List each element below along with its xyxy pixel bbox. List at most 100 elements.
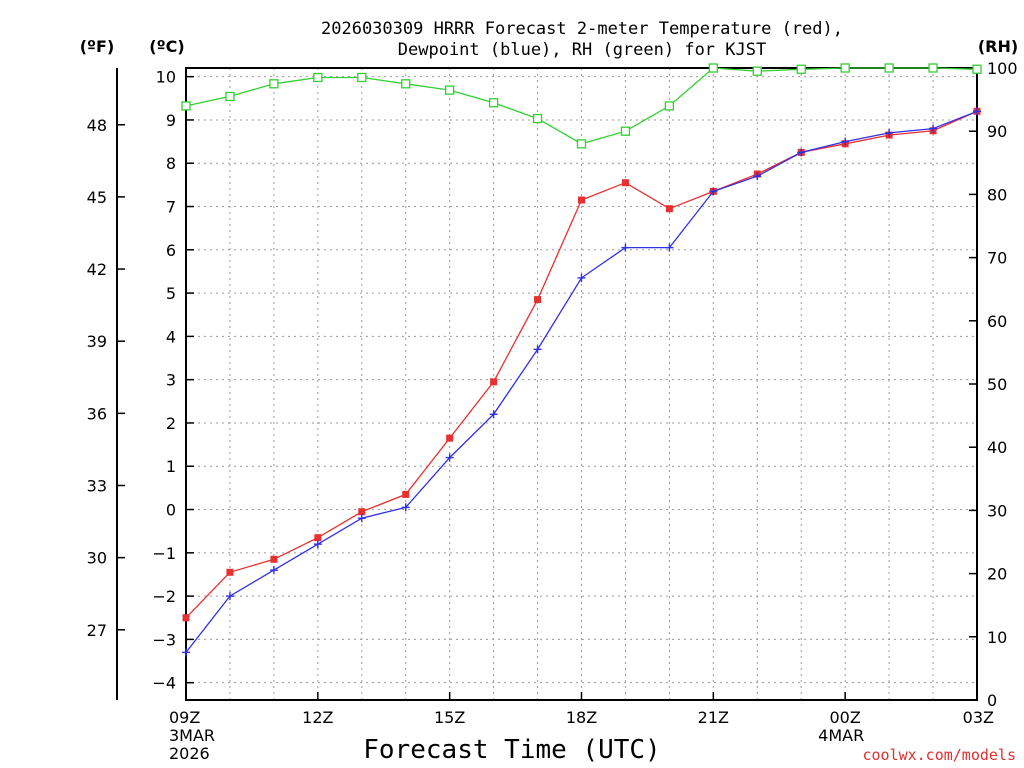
rh-tick-label: 0 (987, 691, 997, 710)
credit-text: coolwx.com/models (862, 746, 1016, 764)
celsius-tick-label: 5 (166, 284, 176, 303)
celsius-tick-label: 9 (166, 111, 176, 130)
dewpoint-point (445, 453, 454, 462)
dewpoint-point (753, 172, 762, 181)
fahrenheit-tick-label: 30 (87, 549, 107, 568)
celsius-tick-label: 1 (166, 457, 176, 476)
celsius-tick-label: 8 (166, 154, 176, 173)
dewpoint-point (489, 410, 498, 419)
rh-tick-label: 60 (987, 312, 1007, 331)
temperature-point (665, 205, 673, 213)
plot-frame (116, 67, 978, 701)
data-series (181, 63, 982, 657)
rh-tick-label: 40 (987, 438, 1007, 457)
x-tick-label: 21Z (698, 708, 729, 727)
x-tick-label: 18Z (566, 708, 597, 727)
series-line-0 (185, 110, 978, 619)
rh-point (445, 85, 455, 95)
temperature-point (446, 434, 454, 442)
temperature-point (402, 490, 410, 498)
rh-point (313, 72, 323, 83)
celsius-tick-label: 3 (166, 371, 176, 390)
dewpoint-point (621, 243, 630, 252)
rh-point (488, 98, 499, 108)
rh-point (796, 64, 806, 74)
rh-tick-label: 10 (987, 628, 1007, 647)
celsius-tick-label: 0 (166, 501, 176, 520)
dewpoint-point (401, 503, 410, 512)
fahrenheit-tick-label: 33 (87, 476, 107, 495)
celsius-tick-label: 4 (166, 327, 176, 346)
dewpoint-point (577, 273, 586, 282)
x-tick-label: 12Z (302, 708, 333, 727)
fahrenheit-tick-label: 27 (87, 621, 107, 640)
celsius-tick-label: −1 (152, 544, 176, 563)
fahrenheit-tick-label: 36 (87, 404, 107, 423)
dewpoint-point (269, 566, 278, 575)
dewpoint-point (885, 128, 894, 137)
dewpoint-point (709, 187, 718, 196)
fahrenheit-tick-label: 39 (87, 332, 107, 351)
x-tick-label: 09Z (169, 708, 200, 727)
gridlines (186, 68, 977, 700)
rh-point (840, 63, 850, 73)
x-tick-year-label: 2026 (169, 744, 210, 763)
dewpoint-point (665, 243, 674, 252)
rh-tick-label: 70 (987, 249, 1007, 268)
rh-point (532, 113, 543, 124)
rh-tick-label: 20 (987, 565, 1007, 584)
x-axis-title: Forecast Time (UTC) (363, 735, 660, 765)
rh-point (225, 91, 235, 102)
rh-point (181, 101, 191, 111)
x-tick-label: 03Z (963, 708, 994, 727)
temperature-point (182, 614, 190, 622)
dewpoint-point (929, 124, 938, 133)
x-tick-date-label: 3MAR (169, 726, 215, 745)
chart-title-line2: Dewpoint (blue), RH (green) for KJST (398, 40, 766, 60)
rh-point (576, 139, 587, 149)
dewpoint-point (797, 148, 806, 157)
rh-point (401, 79, 411, 89)
celsius-tick-label: −2 (152, 587, 176, 606)
rh-point (884, 63, 894, 73)
temperature-point (270, 555, 278, 563)
rh-point (708, 63, 718, 73)
dewpoint-point (225, 592, 234, 601)
x-tick-label: 15Z (434, 708, 465, 727)
axis-labels: −4−3−2−101234567891027303336394245480102… (87, 59, 1018, 763)
dewpoint-point (357, 514, 366, 523)
dewpoint-point (313, 540, 322, 549)
temperature-point (358, 508, 366, 516)
rh-point (752, 66, 762, 76)
temperature-point (578, 196, 585, 204)
celsius-tick-label: 2 (166, 414, 176, 433)
chart-title-line1: 2026030309 HRRR Forecast 2-meter Tempera… (321, 19, 843, 39)
dewpoint-point (533, 345, 542, 354)
rh-point (357, 72, 367, 83)
temperature-point (226, 568, 234, 576)
rh-tick-label: 100 (987, 59, 1018, 78)
rh-tick-label: 30 (987, 501, 1007, 520)
celsius-tick-label: 10 (156, 68, 176, 87)
temperature-point (621, 179, 629, 187)
temperature-point (490, 378, 498, 386)
rh-tick-label: 80 (987, 185, 1007, 204)
temperature-point (534, 296, 542, 304)
dewpoint-point (841, 137, 850, 146)
x-tick-date-label: 4MAR (818, 726, 864, 745)
x-tick-label: 00Z (830, 708, 861, 727)
rh-unit-label: (RH) (978, 37, 1018, 56)
temperature-point (314, 534, 322, 542)
dewpoint-point (973, 107, 981, 116)
rh-point (269, 79, 279, 89)
rh-tick-label: 50 (987, 375, 1007, 394)
rh-point (928, 63, 938, 73)
fahrenheit-tick-label: 42 (87, 260, 107, 279)
rh-tick-label: 90 (987, 122, 1007, 141)
fahrenheit-unit-label: (ºF) (80, 37, 115, 56)
fahrenheit-tick-label: 45 (87, 188, 107, 207)
celsius-tick-label: −4 (152, 674, 176, 693)
rh-point (972, 64, 982, 74)
celsius-unit-label: (ºC) (149, 37, 184, 56)
